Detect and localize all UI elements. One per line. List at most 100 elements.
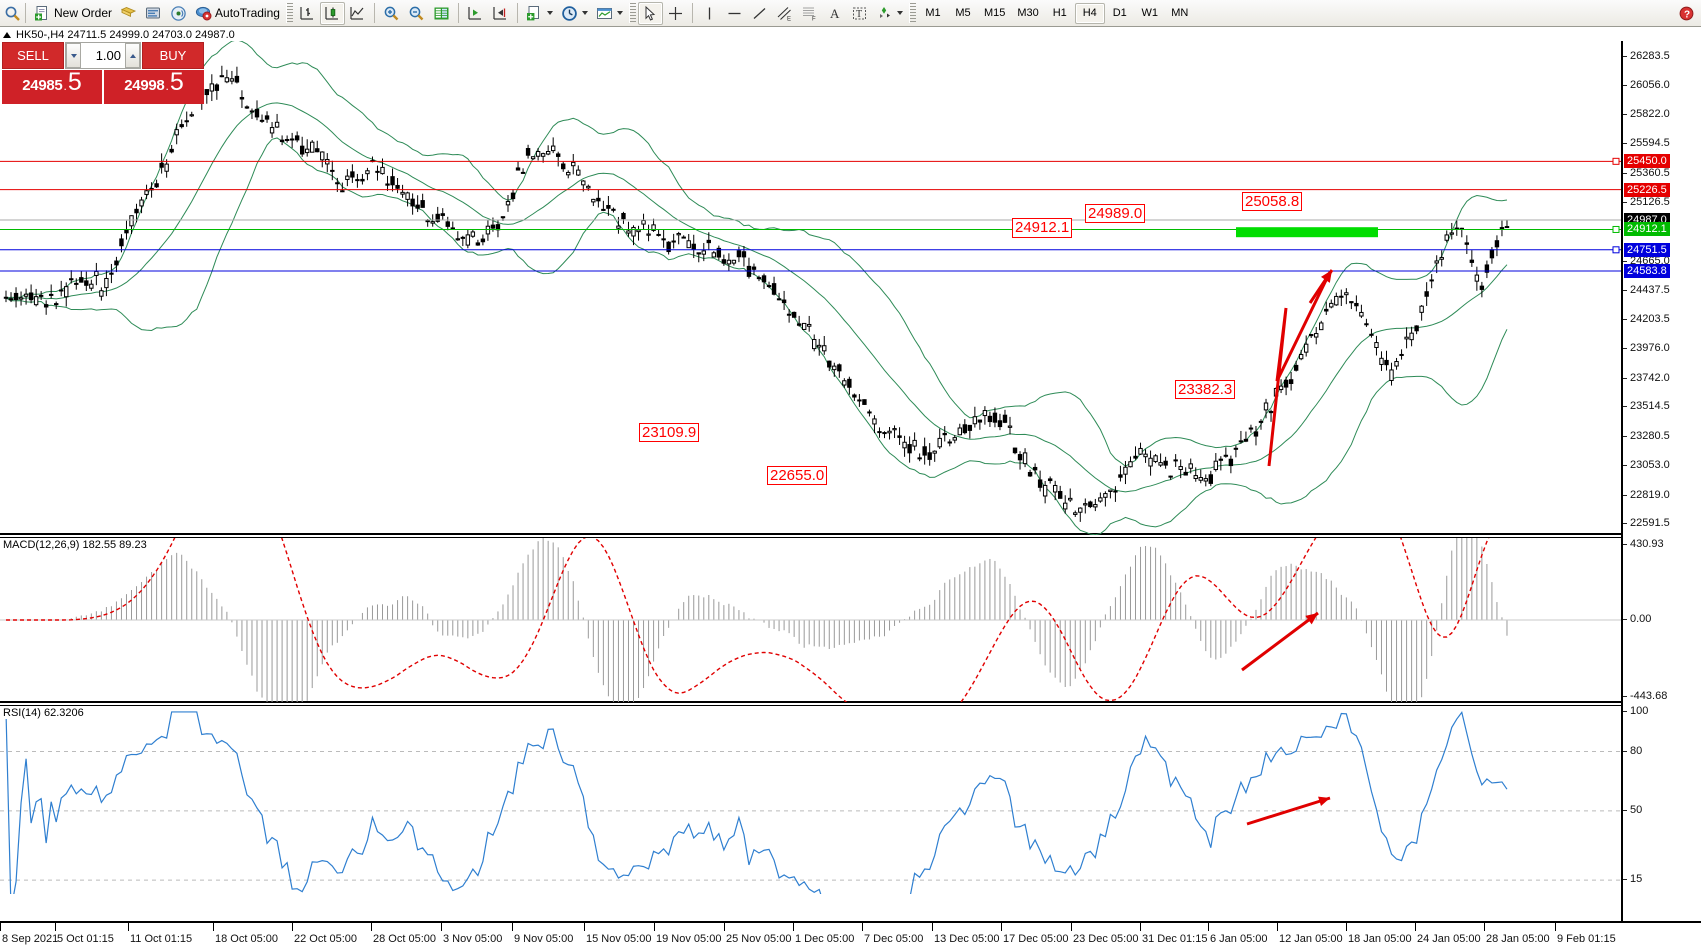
- macd-chart-svg: [0, 456, 1621, 737]
- sell-button[interactable]: SELL: [2, 42, 64, 69]
- price-annotation-0[interactable]: 24912.1: [1012, 218, 1073, 238]
- price-annotation-4[interactable]: 23109.9: [639, 422, 700, 442]
- templates-button[interactable]: [592, 2, 627, 25]
- price-level-badge-support[interactable]: 24583.8: [1624, 264, 1670, 279]
- timeframe-d1[interactable]: D1: [1105, 3, 1135, 24]
- sell-price-frac: 5: [67, 68, 82, 96]
- crosshair-tool[interactable]: [663, 2, 688, 25]
- price-level-badge-support[interactable]: 24751.5: [1624, 242, 1670, 257]
- price-axis-label: 23053.0: [1630, 458, 1670, 471]
- time-axis[interactable]: 8 Sep 2021 5 Oct 01:15 11 Oct 01:15 18 Oct …: [0, 921, 1701, 947]
- terminal-button[interactable]: [141, 2, 166, 25]
- chevron-down-icon[interactable]: [546, 11, 553, 15]
- one-click-trading-panel[interactable]: SELL 1.00 BUY 24985 . 5 24998 . 5: [2, 42, 204, 104]
- price-axis-label: 25126.5: [1630, 196, 1670, 209]
- price-axis-tick: [1623, 494, 1627, 496]
- new-chart-button[interactable]: [522, 2, 557, 25]
- vertical-line-icon: [701, 5, 718, 22]
- price-axis-label: 23742.0: [1630, 371, 1670, 384]
- horizontal-line-tool[interactable]: [722, 2, 747, 25]
- zoom-out-button[interactable]: [404, 2, 429, 25]
- timeframe-m1[interactable]: M1: [918, 3, 948, 24]
- vertical-line-tool[interactable]: [697, 2, 722, 25]
- chevron-down-icon-4[interactable]: [896, 11, 903, 15]
- sell-price[interactable]: 24985 . 5: [2, 69, 102, 104]
- time-axis-label: 12 Jan 05:00: [1279, 933, 1343, 945]
- price-annotation-1[interactable]: 24989.0: [1085, 203, 1146, 223]
- bar-chart-button[interactable]: [295, 2, 320, 25]
- cursor-tool[interactable]: [637, 1, 663, 25]
- volume-stepper[interactable]: 1.00: [65, 42, 141, 69]
- shapes-tool[interactable]: [872, 2, 907, 25]
- search-icon[interactable]: [4, 5, 21, 22]
- time-axis-tick: [128, 923, 129, 931]
- price-axis-tick: [1623, 319, 1627, 321]
- text-tool[interactable]: A: [822, 2, 847, 25]
- time-axis-label: 6 Jan 05:00: [1210, 933, 1268, 945]
- expert-advisors-button[interactable]: [116, 2, 141, 25]
- label-tool[interactable]: T: [847, 2, 872, 25]
- price-pane[interactable]: 24912.1 24989.0 25058.8 23382.3 23109.9 22655…: [0, 39, 1621, 536]
- price-level-badge-resistance[interactable]: 25226.5: [1624, 182, 1670, 197]
- price-axis-tick: [1623, 289, 1627, 291]
- rsi-axis-label: 80: [1630, 744, 1643, 757]
- equidistant-channel-tool[interactable]: E: [772, 2, 797, 25]
- time-axis-tick: [1484, 923, 1485, 931]
- time-axis-tick: [724, 923, 725, 931]
- toolbar-grip-3[interactable]: [908, 3, 916, 23]
- auto-scroll-icon: [467, 5, 484, 22]
- price-annotation-5[interactable]: 22655.0: [767, 465, 828, 485]
- data-window-button[interactable]: [429, 2, 454, 25]
- macd-label: MACD(12,26,9) 182.55 89.23: [3, 539, 150, 551]
- price-level-badge-resistance[interactable]: 25450.0: [1624, 154, 1670, 169]
- line-chart-button[interactable]: [345, 2, 370, 25]
- rsi-pane[interactable]: RSI(14) 62.3206: [0, 705, 1621, 910]
- zoom-in-button[interactable]: [379, 2, 404, 25]
- signals-button[interactable]: [166, 2, 191, 25]
- macd-pane[interactable]: MACD(12,26,9) 182.55 89.23: [0, 456, 1621, 737]
- volume-increase-button[interactable]: [125, 43, 140, 68]
- timeframe-w1[interactable]: W1: [1135, 3, 1165, 24]
- toolbar-grip[interactable]: [285, 3, 293, 23]
- chevron-down-icon-3[interactable]: [616, 11, 623, 15]
- timeframe-m5[interactable]: M5: [948, 3, 978, 24]
- new-order-button[interactable]: New Order: [30, 2, 116, 25]
- time-axis-label: 7 Dec 05:00: [864, 933, 924, 945]
- time-axis-label: 5 Oct 01:15: [57, 933, 114, 945]
- buy-button[interactable]: BUY: [142, 42, 204, 69]
- chevron-down-icon-2[interactable]: [581, 11, 588, 15]
- trendline-tool[interactable]: [747, 2, 772, 25]
- timeframe-m15[interactable]: M15: [978, 3, 1011, 24]
- time-axis-tick: [55, 923, 56, 931]
- candlestick-chart-button[interactable]: [319, 1, 345, 25]
- timeframe-h1-label: H1: [1052, 7, 1067, 19]
- chart-area[interactable]: 24912.1 24989.0 25058.8 23382.3 23109.9 22655…: [0, 39, 1701, 921]
- autotrading-label: AutoTrading: [215, 6, 280, 20]
- price-axis-label: 23514.5: [1630, 400, 1670, 413]
- price-level-badge-green-level[interactable]: 24912.1: [1624, 222, 1670, 237]
- price-axis-label: 25594.5: [1630, 137, 1670, 150]
- period-button[interactable]: [557, 2, 592, 25]
- auto-scroll-button[interactable]: [463, 2, 488, 25]
- fibonacci-tool[interactable]: F: [797, 2, 822, 25]
- chart-shift-button[interactable]: [488, 2, 513, 25]
- crosshair-icon: [667, 5, 684, 22]
- time-axis-tick: [1555, 923, 1556, 931]
- price-axis[interactable]: 26283.5 26056.0 25822.0 25594.5 25360.5 25126…: [1621, 41, 1701, 921]
- price-axis-label: 25360.5: [1630, 166, 1670, 179]
- buy-price[interactable]: 24998 . 5: [104, 69, 204, 104]
- price-annotation-3[interactable]: 23382.3: [1175, 379, 1236, 399]
- timeframe-h1[interactable]: H1: [1045, 3, 1075, 24]
- timeframe-m30[interactable]: M30: [1011, 3, 1044, 24]
- timeframe-m5-label: M5: [955, 7, 971, 19]
- volume-decrease-button[interactable]: [66, 43, 81, 68]
- autotrading-button[interactable]: AutoTrading: [191, 2, 284, 25]
- timeframe-h4[interactable]: H4: [1074, 2, 1105, 24]
- volume-value[interactable]: 1.00: [95, 48, 121, 63]
- timeframe-mn[interactable]: MN: [1165, 3, 1195, 24]
- price-annotation-2[interactable]: 25058.8: [1242, 192, 1303, 212]
- help-icon[interactable]: ?: [1678, 5, 1695, 22]
- time-axis-label: 18 Jan 05:00: [1348, 933, 1412, 945]
- text-icon: A: [826, 5, 843, 22]
- toolbar-grip-2[interactable]: [628, 3, 636, 23]
